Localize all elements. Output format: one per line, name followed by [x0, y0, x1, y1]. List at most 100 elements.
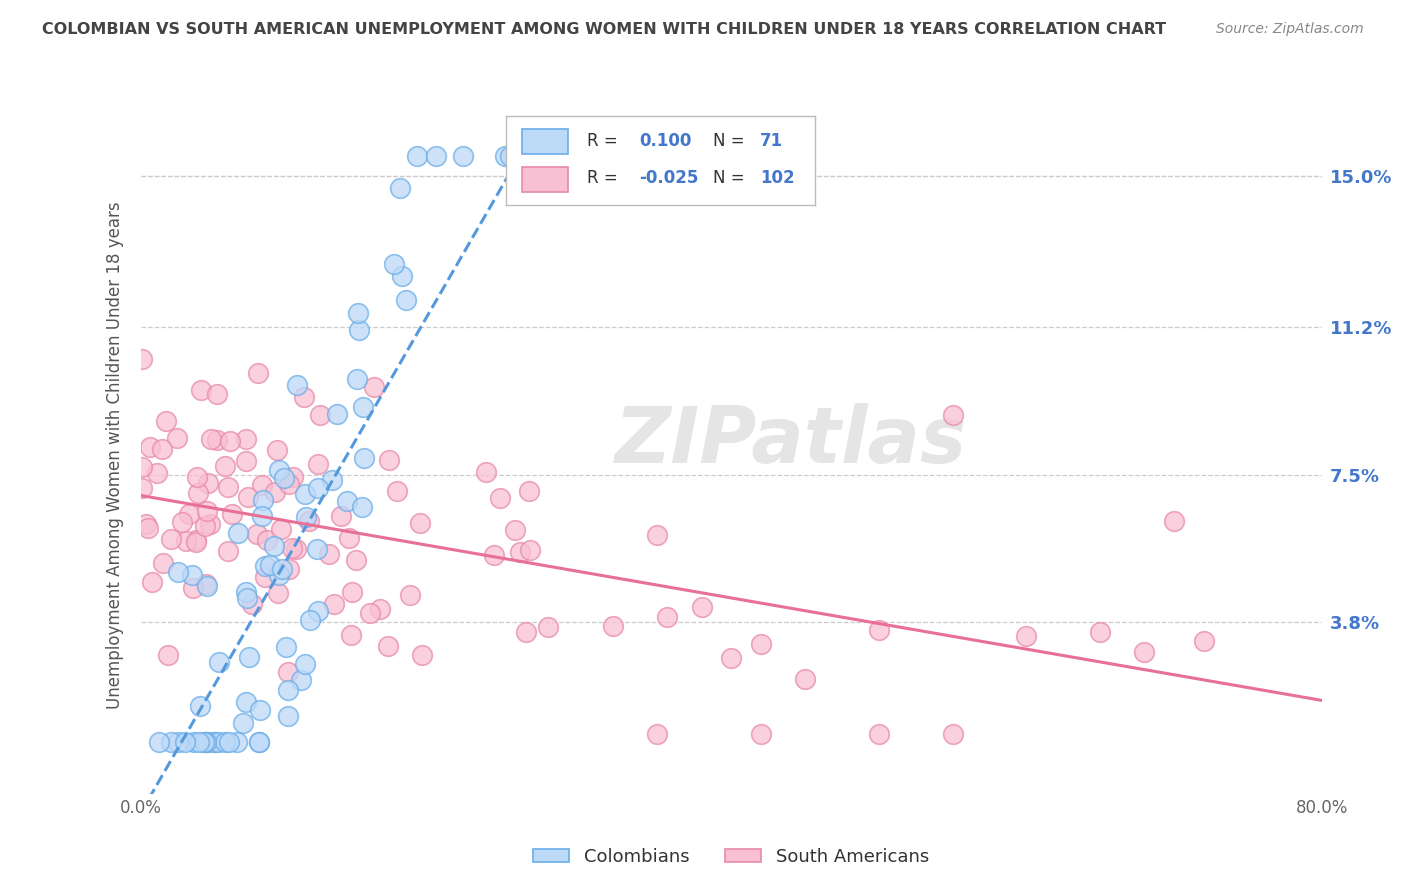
Point [246, 526, 269, 541]
Point [131, 459, 153, 474]
Point [207, 433, 229, 447]
Point [194, 519, 217, 533]
Point [247, 735, 270, 749]
Point [503, 523, 526, 537]
Point [172, 515, 194, 529]
Point [166, 566, 188, 580]
Point [226, 525, 249, 540]
Y-axis label: Unemployment Among Women with Children Under 18 years: Unemployment Among Women with Children U… [105, 201, 124, 709]
Point [232, 716, 254, 731]
Point [292, 390, 315, 404]
Point [148, 735, 170, 749]
Point [690, 599, 713, 614]
Point [266, 443, 288, 458]
Point [263, 539, 285, 553]
Point [406, 149, 429, 163]
Point [307, 604, 329, 618]
Point [294, 487, 316, 501]
Point [285, 378, 308, 392]
Point [399, 588, 422, 602]
Point [326, 407, 349, 421]
Text: ZIPatlas: ZIPatlas [614, 403, 966, 479]
Point [197, 735, 219, 749]
Point [484, 548, 506, 562]
Point [200, 432, 222, 446]
Point [187, 735, 209, 749]
Point [235, 591, 257, 605]
Point [179, 508, 201, 522]
Point [305, 542, 328, 557]
Point [720, 651, 742, 665]
Point [363, 379, 385, 393]
Text: COLOMBIAN VS SOUTH AMERICAN UNEMPLOYMENT AMONG WOMEN WITH CHILDREN UNDER 18 YEAR: COLOMBIAN VS SOUTH AMERICAN UNEMPLOYMENT… [42, 22, 1167, 37]
Point [270, 523, 292, 537]
Point [235, 432, 257, 446]
Point [645, 727, 669, 741]
Point [295, 509, 318, 524]
Point [198, 516, 221, 531]
Point [519, 542, 541, 557]
Point [370, 602, 392, 616]
Point [388, 180, 411, 194]
Point [377, 639, 399, 653]
Point [150, 442, 173, 456]
Point [868, 727, 890, 741]
Point [259, 558, 281, 573]
Point [283, 470, 305, 484]
Point [1133, 645, 1156, 659]
Point [411, 648, 433, 663]
Point [347, 306, 370, 320]
Point [256, 533, 278, 547]
Point [218, 434, 240, 449]
Point [868, 624, 890, 638]
Point [186, 470, 208, 484]
Point [186, 534, 208, 549]
Point [252, 509, 274, 524]
Point [252, 493, 274, 508]
Point [294, 657, 316, 672]
Point [645, 149, 669, 163]
Point [195, 504, 218, 518]
Text: 0.100: 0.100 [640, 132, 692, 150]
Point [395, 293, 418, 307]
Point [250, 478, 273, 492]
Point [318, 547, 340, 561]
Point [204, 735, 226, 749]
Point [495, 149, 517, 163]
Point [136, 521, 159, 535]
Point [344, 553, 367, 567]
Point [281, 541, 304, 555]
Point [509, 545, 531, 559]
Point [131, 352, 153, 367]
Text: R =: R = [586, 169, 617, 187]
Point [174, 534, 197, 549]
Point [749, 637, 772, 651]
Point [602, 619, 624, 633]
Point [183, 735, 205, 749]
Point [1163, 514, 1185, 528]
Text: R =: R = [586, 132, 617, 150]
Point [173, 735, 195, 749]
Point [205, 386, 228, 401]
Point [202, 735, 225, 749]
Point [385, 484, 408, 499]
Point [157, 648, 180, 662]
Point [307, 481, 329, 495]
Point [194, 577, 217, 591]
Point [186, 533, 208, 547]
Point [235, 695, 257, 709]
Point [138, 440, 160, 454]
Point [235, 453, 257, 467]
Point [572, 149, 595, 163]
Point [214, 458, 236, 473]
Point [749, 727, 772, 741]
Point [340, 585, 363, 599]
Point [194, 735, 217, 749]
Point [254, 569, 277, 583]
Point [537, 620, 560, 634]
Point [942, 408, 965, 422]
Point [307, 457, 329, 471]
Point [346, 371, 368, 385]
Point [155, 414, 177, 428]
Point [166, 735, 188, 749]
